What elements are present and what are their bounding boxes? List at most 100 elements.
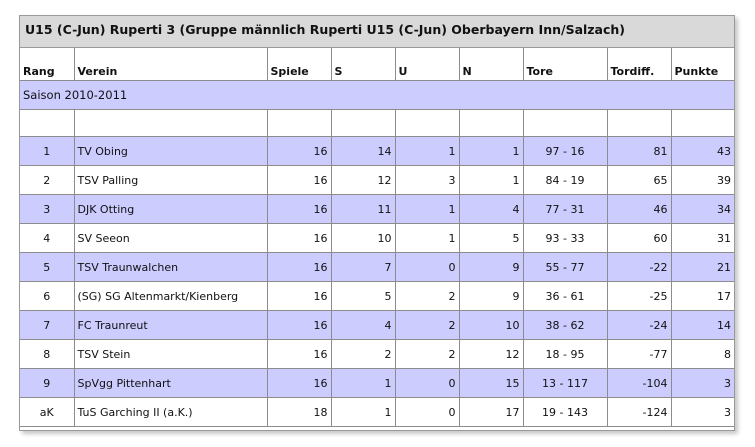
rang-cell: 4 [20, 223, 75, 253]
header-rang: Rang [20, 48, 75, 81]
spiele-cell: 16 [266, 339, 332, 369]
s-cell: 11 [330, 194, 396, 224]
tore-cell: 93 - 33 [522, 223, 608, 253]
s-cell: 10 [330, 223, 396, 253]
n-cell: 1 [458, 165, 524, 195]
punkte-cell: 21 [670, 252, 734, 282]
verein-cell: TSV Stein [73, 339, 268, 369]
u-cell: 3 [394, 165, 460, 195]
verein-cell: TuS Garching II (a.K.) [73, 397, 268, 427]
verein-cell: FC Traunreut [73, 310, 268, 340]
rang-cell: 1 [20, 136, 75, 166]
spiele-cell: 16 [266, 165, 332, 195]
verein-cell: SpVgg Pittenhart [73, 368, 268, 398]
table-row: 5 TSV Traunwalchen 16 7 0 9 55 - 77 -22 … [20, 252, 734, 282]
spiele-cell: 16 [266, 194, 332, 224]
spacer-cell [266, 109, 332, 137]
verein-cell: TSV Traunwalchen [73, 252, 268, 282]
table-row: 6 (SG) SG Altenmarkt/Kienberg 16 5 2 9 3… [20, 281, 734, 311]
rang-cell: 2 [20, 165, 75, 195]
rang-cell: 5 [20, 252, 75, 282]
tordiff-cell: 81 [606, 136, 672, 166]
spiele-cell: 16 [266, 136, 332, 166]
tordiff-cell: -104 [606, 368, 672, 398]
spiele-cell: 18 [266, 397, 332, 427]
rang-cell: aK [20, 397, 75, 427]
tordiff-cell: 46 [606, 194, 672, 224]
spacer-cell [458, 109, 524, 137]
season-label: Saison 2010-2011 [20, 80, 734, 110]
u-cell: 1 [394, 223, 460, 253]
u-cell: 2 [394, 281, 460, 311]
punkte-cell: 39 [670, 165, 734, 195]
n-cell: 12 [458, 339, 524, 369]
n-cell: 9 [458, 281, 524, 311]
header-punkte: Punkte [670, 48, 734, 81]
header-s: S [330, 48, 396, 81]
u-cell: 0 [394, 368, 460, 398]
punkte-cell: 34 [670, 194, 734, 224]
verein-cell: TSV Palling [73, 165, 268, 195]
tordiff-cell: -124 [606, 397, 672, 427]
spacer-cell [330, 109, 396, 137]
tore-cell: 18 - 95 [522, 339, 608, 369]
u-cell: 0 [394, 252, 460, 282]
n-cell: 10 [458, 310, 524, 340]
u-cell: 2 [394, 339, 460, 369]
spacer-cell [670, 109, 734, 137]
header-spiele: Spiele [266, 48, 332, 81]
tore-cell: 36 - 61 [522, 281, 608, 311]
tore-cell: 77 - 31 [522, 194, 608, 224]
spacer-cell [522, 109, 608, 137]
verein-cell: DJK Otting [73, 194, 268, 224]
s-cell: 5 [330, 281, 396, 311]
tordiff-cell: -22 [606, 252, 672, 282]
s-cell: 12 [330, 165, 396, 195]
tordiff-cell: -24 [606, 310, 672, 340]
rang-cell: 9 [20, 368, 75, 398]
n-cell: 4 [458, 194, 524, 224]
standings-table: Rang Verein Spiele S U N Tore Tordiff. P… [20, 48, 734, 427]
tore-cell: 84 - 19 [522, 165, 608, 195]
standings-panel: U15 (C-Jun) Ruperti 3 (Gruppe männlich R… [19, 15, 735, 431]
spacer-cell [20, 109, 75, 137]
table-row: aK TuS Garching II (a.K.) 18 1 0 17 19 -… [20, 397, 734, 427]
spiele-cell: 16 [266, 310, 332, 340]
header-u: U [394, 48, 460, 81]
punkte-cell: 31 [670, 223, 734, 253]
tore-cell: 97 - 16 [522, 136, 608, 166]
table-title: U15 (C-Jun) Ruperti 3 (Gruppe männlich R… [20, 16, 734, 48]
spiele-cell: 16 [266, 223, 332, 253]
header-n: N [458, 48, 524, 81]
verein-cell: SV Seeon [73, 223, 268, 253]
spacer-row [20, 109, 734, 137]
header-tore: Tore [522, 48, 608, 81]
tordiff-cell: 65 [606, 165, 672, 195]
season-row: Saison 2010-2011 [20, 80, 734, 110]
table-row: 1 TV Obing 16 14 1 1 97 - 16 81 43 [20, 136, 734, 166]
spacer-cell [394, 109, 460, 137]
tore-cell: 13 - 117 [522, 368, 608, 398]
s-cell: 14 [330, 136, 396, 166]
u-cell: 0 [394, 397, 460, 427]
spiele-cell: 16 [266, 252, 332, 282]
header-tordiff: Tordiff. [606, 48, 672, 81]
rang-cell: 3 [20, 194, 75, 224]
punkte-cell: 43 [670, 136, 734, 166]
tore-cell: 55 - 77 [522, 252, 608, 282]
tordiff-cell: -25 [606, 281, 672, 311]
n-cell: 1 [458, 136, 524, 166]
rang-cell: 6 [20, 281, 75, 311]
punkte-cell: 3 [670, 368, 734, 398]
rang-cell: 7 [20, 310, 75, 340]
spacer-cell [73, 109, 268, 137]
table-row: 2 TSV Palling 16 12 3 1 84 - 19 65 39 [20, 165, 734, 195]
n-cell: 5 [458, 223, 524, 253]
verein-cell: TV Obing [73, 136, 268, 166]
tore-cell: 19 - 143 [522, 397, 608, 427]
table-row: 8 TSV Stein 16 2 2 12 18 - 95 -77 8 [20, 339, 734, 369]
punkte-cell: 14 [670, 310, 734, 340]
tordiff-cell: 60 [606, 223, 672, 253]
s-cell: 7 [330, 252, 396, 282]
s-cell: 2 [330, 339, 396, 369]
